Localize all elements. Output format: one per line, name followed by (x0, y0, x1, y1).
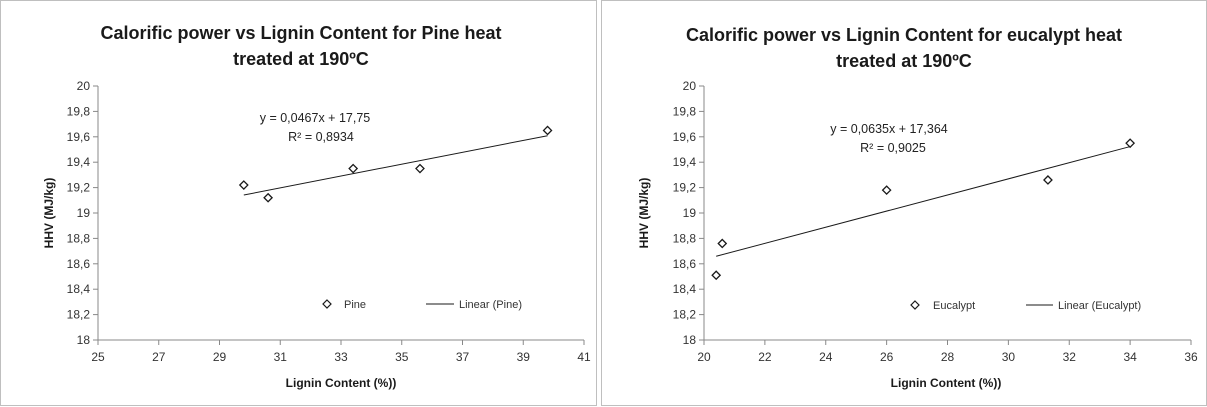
chart-title-line-1: Calorific power vs Lignin Content for eu… (686, 25, 1122, 45)
y-tick-label: 19,8 (67, 104, 91, 118)
x-tick-label: 39 (517, 350, 531, 364)
chart-title-line-2: treated at 190ºC (233, 49, 369, 69)
x-tick-label: 31 (274, 350, 288, 364)
x-tick-label: 36 (1184, 350, 1198, 364)
y-axis-label: HHV (MJ/kg) (42, 178, 56, 249)
data-point (1125, 138, 1136, 149)
legend: Pine Linear (Pine) (322, 299, 522, 311)
y-tick-label: 18,4 (673, 282, 697, 296)
y-tick-label: 19,2 (673, 181, 697, 195)
y-tick-label: 19,6 (67, 130, 91, 144)
chart-title-line-1: Calorific power vs Lignin Content for Pi… (100, 23, 501, 43)
legend-label-pine: Pine (344, 299, 366, 311)
data-point (711, 270, 722, 281)
legend-marker-pine (322, 299, 332, 309)
data-point (881, 185, 892, 196)
y-tick-label: 19,8 (673, 104, 697, 118)
pine-chart-svg: Calorific power vs Lignin Content for Pi… (42, 23, 591, 390)
y-tick-label: 18,8 (673, 231, 697, 245)
legend-label-trend: Linear (Pine) (459, 299, 522, 311)
trendline (716, 146, 1131, 257)
y-tick-label: 20 (683, 79, 697, 93)
x-tick-label: 26 (880, 350, 894, 364)
y-tick-label: 19,6 (673, 130, 697, 144)
legend-label-eucalypt: Eucalypt (933, 300, 975, 312)
data-point (238, 180, 249, 190)
y-axis-label: HHV (MJ/kg) (637, 178, 651, 249)
trendline (243, 135, 548, 196)
y-tick-label: 18,4 (67, 282, 91, 296)
x-tick-label: 27 (152, 350, 166, 364)
x-tick-label: 28 (941, 350, 955, 364)
trendline-equation: y = 0,0467x + 17,75 (260, 111, 371, 125)
x-tick-label: 34 (1123, 350, 1137, 364)
eucalypt-chart-panel: Calorific power vs Lignin Content for eu… (601, 0, 1207, 406)
x-tick-label: 33 (334, 350, 348, 364)
data-point (1043, 175, 1053, 185)
plot-area: 18 18,2 18,4 18,6 18,8 19 19,2 19,4 19,6 19,8 20 20… (673, 79, 1198, 364)
x-tick-label: 37 (456, 350, 470, 364)
data-point (415, 163, 425, 174)
x-tick-label: 24 (819, 350, 833, 364)
x-tick-label: 22 (758, 350, 772, 364)
x-tick-label: 30 (1002, 350, 1016, 364)
y-tick-label: 18,6 (673, 257, 697, 271)
x-tick-label: 41 (577, 350, 591, 364)
y-tick-label: 18,8 (67, 231, 91, 245)
y-tick-label: 19,2 (67, 181, 91, 195)
y-tick-label: 19,4 (673, 155, 697, 169)
y-tick-label: 18,2 (67, 308, 91, 322)
y-tick-label: 18,6 (67, 257, 91, 271)
legend-marker-eucalypt (910, 300, 920, 310)
plot-area: 18 18,2 18,4 18,6 18,8 19 19,2 19,4 19,6 19,8 20 25… (67, 79, 591, 364)
trendline-r-squared: R² = 0,8934 (288, 130, 354, 144)
eucalypt-chart-svg: Calorific power vs Lignin Content for eu… (637, 25, 1198, 390)
y-tick-label: 18 (77, 333, 91, 347)
data-point (263, 192, 274, 203)
y-tick-label: 18 (683, 333, 697, 347)
y-tick-label: 19 (77, 206, 91, 220)
x-axis-label: Lignin Content (%)) (286, 376, 397, 390)
y-tick-label: 19 (683, 206, 697, 220)
trendline-equation: y = 0,0635x + 17,364 (830, 122, 948, 136)
y-tick-label: 20 (77, 79, 91, 93)
trendline-r-squared: R² = 0,9025 (860, 141, 926, 155)
pine-chart-panel: Calorific power vs Lignin Content for Pi… (0, 0, 597, 406)
x-tick-label: 20 (697, 350, 711, 364)
legend-label-trend: Linear (Eucalypt) (1058, 300, 1141, 312)
y-tick-label: 18,2 (673, 308, 697, 322)
data-point (348, 163, 359, 174)
data-point (542, 125, 553, 136)
x-tick-label: 32 (1063, 350, 1077, 364)
x-tick-label: 29 (213, 350, 227, 364)
y-tick-label: 19,4 (67, 155, 91, 169)
data-point (717, 238, 728, 249)
x-tick-label: 25 (91, 350, 105, 364)
x-tick-label: 35 (395, 350, 409, 364)
x-axis-label: Lignin Content (%)) (891, 376, 1002, 390)
chart-title-line-2: treated at 190ºC (836, 51, 972, 71)
legend: Eucalypt Linear (Eucalypt) (910, 300, 1141, 312)
